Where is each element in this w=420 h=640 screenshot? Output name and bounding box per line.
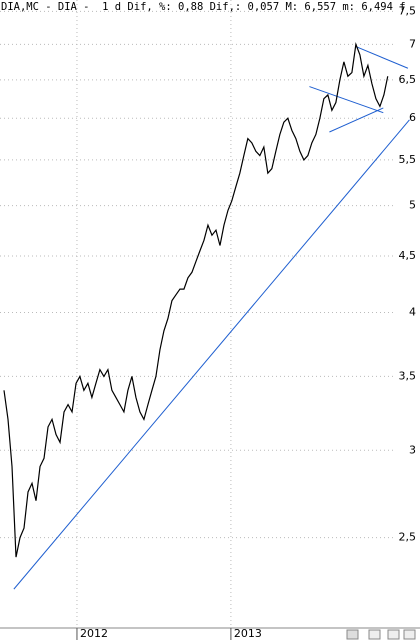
chart-title: DIA,MC - DIA - 1 d Dif, %: 0,88 Dif,: 0,… — [1, 1, 406, 13]
trendline — [329, 107, 384, 133]
toolbar-button[interactable] — [387, 629, 400, 640]
y-tick-label: 2,5 — [399, 531, 417, 544]
y-tick-label: 3,5 — [399, 369, 417, 382]
toolbar-button[interactable] — [368, 629, 381, 640]
toolbar — [346, 629, 416, 640]
y-tick-label: 3 — [409, 443, 416, 456]
trendline — [309, 86, 384, 114]
y-tick-label: 6 — [409, 111, 416, 124]
y-tick-label: 7,5 — [399, 4, 417, 17]
y-tick-label: 4,5 — [399, 249, 417, 262]
y-tick-label: 7 — [409, 37, 416, 50]
trendline — [355, 45, 409, 69]
y-tick-label: 6,5 — [399, 73, 417, 86]
x-tick-label: 2013 — [234, 627, 262, 640]
y-tick-label: 5 — [409, 199, 416, 212]
y-tick-label: 4 — [409, 305, 416, 318]
x-tick-label: 2012 — [80, 627, 108, 640]
toolbar-button[interactable] — [346, 629, 359, 640]
toolbar-button[interactable] — [403, 629, 416, 640]
trendline — [13, 119, 410, 590]
price-line — [3, 42, 389, 558]
y-tick-label: 5,5 — [399, 153, 417, 166]
